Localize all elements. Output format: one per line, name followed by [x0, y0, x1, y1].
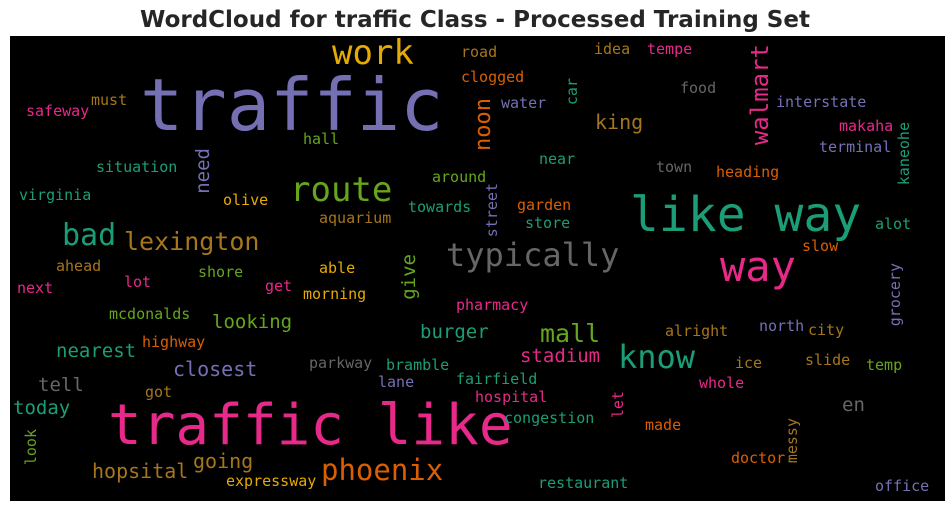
word: congestion [504, 409, 595, 427]
word: going [193, 449, 254, 473]
word: heading [716, 163, 780, 181]
word: office [875, 477, 930, 495]
word: pharmacy [456, 296, 529, 314]
word: safeway [26, 102, 90, 120]
word: olive [223, 191, 269, 209]
word: get [265, 277, 293, 295]
word: situation [96, 158, 178, 176]
word: alot [875, 215, 912, 233]
word: shore [198, 263, 244, 281]
word: like way [630, 187, 862, 243]
word: towards [408, 198, 472, 216]
word: work [332, 36, 414, 73]
word: aquarium [319, 209, 392, 227]
word: street [483, 183, 501, 238]
word: terminal [819, 138, 892, 156]
word-cloud-canvas: traffic traffic like like way way work r… [10, 36, 945, 501]
word: doctor [731, 449, 786, 467]
word: near [539, 150, 576, 168]
word: bad [62, 218, 117, 253]
chart-title: WordCloud for traffic Class - Processed … [140, 7, 810, 33]
word: morning [303, 285, 367, 303]
word: slide [805, 351, 851, 369]
word: way [720, 242, 796, 291]
word: city [808, 321, 845, 339]
word: look [22, 429, 40, 466]
word: give [398, 254, 420, 300]
word: car [563, 78, 581, 106]
word: highway [142, 333, 206, 351]
word: expressway [226, 472, 317, 490]
word: stadium [520, 345, 601, 367]
word: temp [866, 356, 903, 374]
word: virginia [19, 186, 92, 204]
word: whole [699, 374, 745, 392]
word: let [609, 391, 627, 419]
word: phoenix [321, 453, 444, 487]
word: messy [783, 418, 801, 464]
word: water [501, 94, 547, 112]
word: around [432, 168, 487, 186]
word: grocery [886, 263, 904, 327]
word: king [595, 110, 644, 134]
word: idea [594, 40, 631, 58]
word: able [319, 259, 356, 277]
word: fairfield [456, 370, 538, 388]
word: tempe [647, 40, 693, 58]
word: walmart [746, 44, 774, 146]
word: looking [212, 311, 293, 333]
word: town [656, 158, 693, 176]
word: lot [124, 273, 152, 291]
word: parkway [309, 354, 373, 372]
word: made [645, 416, 682, 434]
word: traffic like [108, 393, 513, 458]
word: kaneohe [895, 122, 913, 186]
word: slow [802, 237, 839, 255]
word: burger [420, 321, 489, 343]
word: closest [173, 357, 258, 381]
word: hopsital [92, 459, 189, 483]
word: ahead [56, 257, 102, 275]
word: alright [665, 322, 729, 340]
word: mcdonalds [109, 305, 191, 323]
word: road [461, 43, 498, 61]
word: need [192, 148, 214, 194]
word: clogged [461, 68, 525, 86]
word: traffic [140, 63, 444, 147]
word: nearest [56, 340, 137, 362]
word: hospital [475, 388, 548, 406]
word: today [13, 397, 71, 419]
word: noon [471, 98, 496, 151]
word: know [618, 338, 696, 376]
word: hall [303, 130, 340, 148]
word: food [680, 79, 717, 97]
word: en [842, 394, 865, 416]
word: tell [38, 374, 84, 396]
word: makaha [839, 117, 894, 135]
word: route [290, 170, 393, 210]
word: ice [735, 354, 763, 372]
word: lexington [124, 227, 260, 256]
word: garden [517, 196, 572, 214]
word: mall [540, 319, 601, 348]
word: interstate [776, 93, 867, 111]
word: next [17, 279, 54, 297]
word: store [525, 214, 571, 232]
word: got [145, 383, 173, 401]
word: lane [378, 373, 415, 391]
word: restaurant [538, 474, 629, 492]
word: bramble [386, 356, 450, 374]
word: must [91, 91, 128, 109]
word: typically [446, 236, 620, 274]
word: north [759, 317, 805, 335]
